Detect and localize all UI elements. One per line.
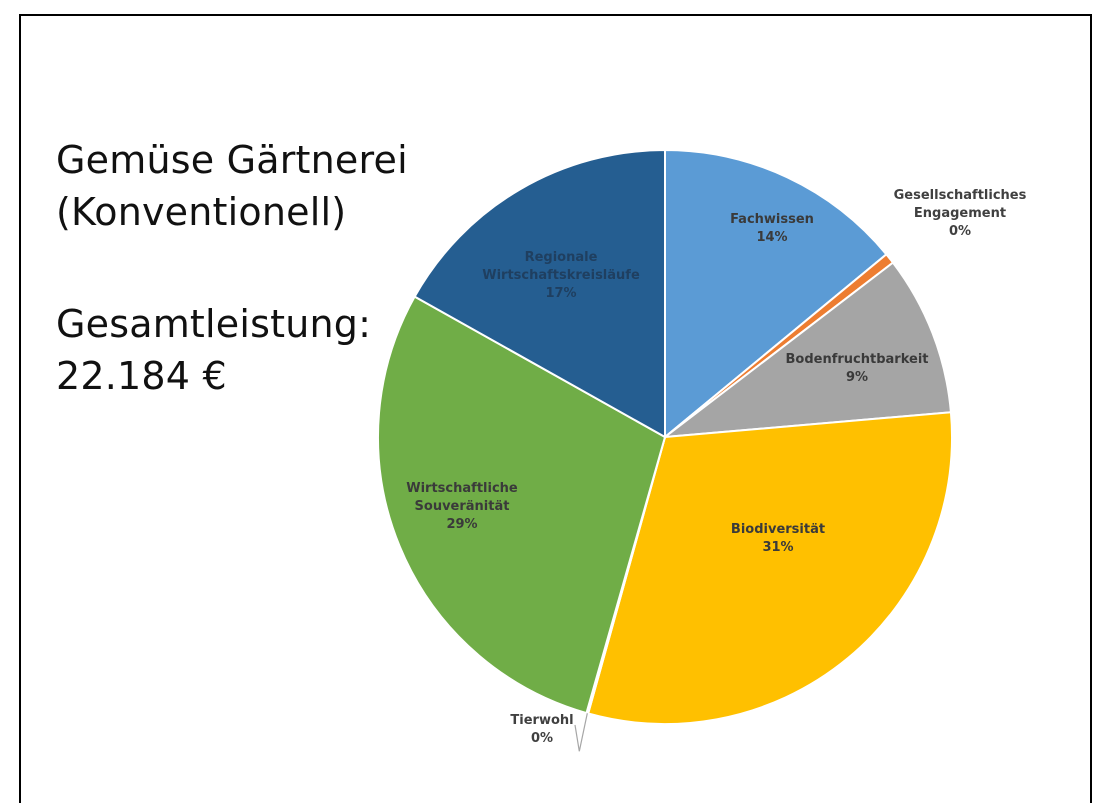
pie-slice-regionale-wirtschaftskreislaufe (413, 148, 666, 439)
pie-slice-wirtschaftliche-souveranitat (377, 295, 667, 715)
chart-heading-line1: Gemüse Gärtnerei (56, 138, 408, 182)
chart-heading-line2: (Konventionell) (56, 190, 347, 234)
data-label-regionale-wirtschaftskreislaufe: Wirtschaftskreisläufe (482, 268, 640, 283)
data-label-fachwissen: Fachwissen (730, 212, 814, 227)
data-label-biodiversitat: Biodiversität (731, 522, 825, 537)
data-label-percent-regionale-wirtschaftskreislaufe: 17% (545, 286, 576, 301)
data-label-percent-fachwissen: 14% (756, 230, 787, 245)
pie-slice-biodiversitat (586, 411, 953, 725)
data-label-tierwohl: Tierwohl (510, 713, 573, 728)
data-label-percent-biodiversitat: 31% (762, 540, 793, 555)
data-label-percent-gesellschaftliches-engagement: 0% (949, 224, 971, 239)
data-label-percent-bodenfruchtbarkeit: 9% (846, 370, 868, 385)
data-label-wirtschaftliche-souveranitat: Souveränität (415, 499, 510, 514)
data-label-regionale-wirtschaftskreislaufe: Regionale (525, 250, 598, 265)
total-label: Gesamtleistung: (56, 302, 372, 346)
data-label-bodenfruchtbarkeit: Bodenfruchtbarkeit (786, 352, 929, 367)
slide-frame (19, 14, 1092, 803)
data-label-wirtschaftliche-souveranitat: Wirtschaftliche (406, 481, 518, 496)
data-label-percent-wirtschaftliche-souveranitat: 29% (446, 517, 477, 532)
data-label-percent-tierwohl: 0% (531, 731, 553, 746)
leader-line-tierwohl (574, 713, 588, 752)
pie-slice-fachwissen (664, 148, 888, 440)
pie-labels: Fachwissen 14% Gesellschaftliches Engagemen… (406, 188, 1027, 752)
data-label-gesellschaftliches-engagement: Engagement (914, 206, 1006, 221)
pie-slices (377, 148, 953, 725)
total-value: 22.184 € (56, 354, 227, 398)
data-label-gesellschaftliches-engagement: Gesellschaftliches (894, 188, 1027, 203)
pie-slice-bodenfruchtbarkeit (661, 261, 953, 439)
